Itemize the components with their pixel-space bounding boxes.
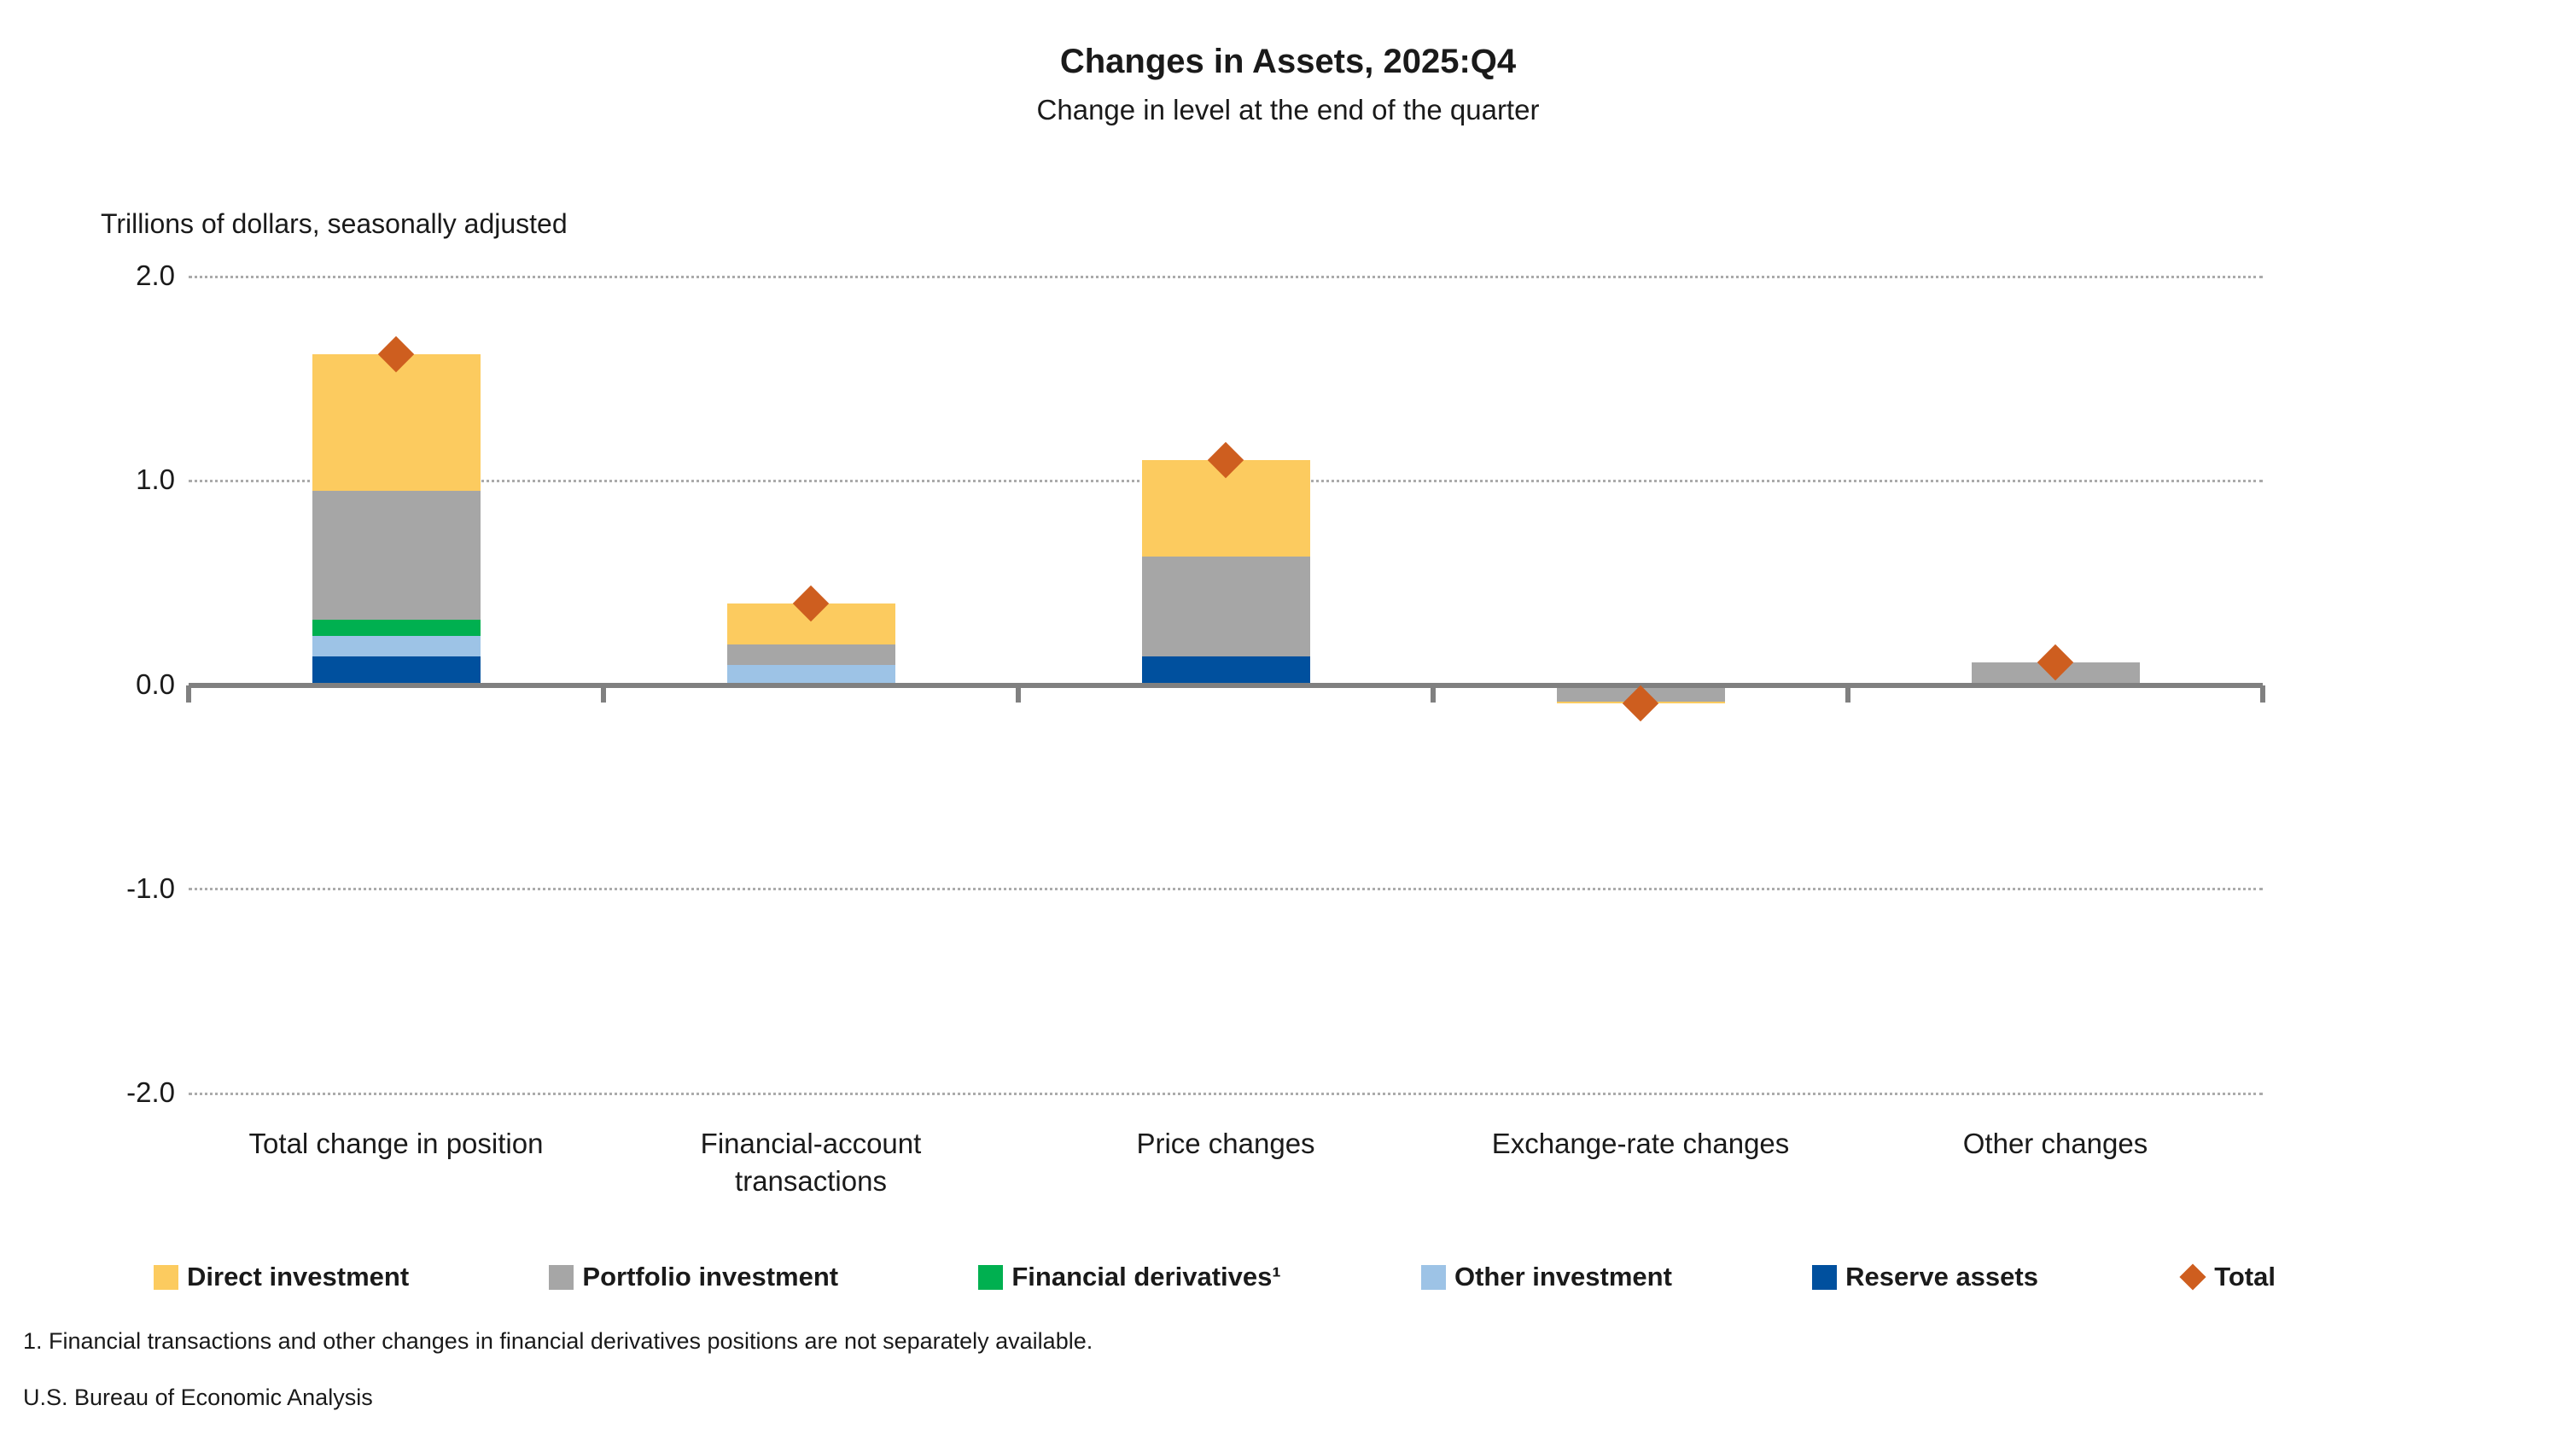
bar-segment xyxy=(1141,556,1310,656)
x-axis-category-labels: Total change in position Financial-accoun… xyxy=(189,1125,2263,1200)
legend-label: Financial derivatives¹ xyxy=(1011,1262,1281,1291)
legend-item: Total xyxy=(2178,1262,2276,1292)
legend-total-diamond-icon xyxy=(2178,1262,2207,1291)
x-category-label: Price changes xyxy=(1018,1125,1433,1200)
legend-swatch-icon xyxy=(1420,1264,1446,1290)
y-tick-label: 2.0 xyxy=(136,259,175,291)
legend-item: Direct investment xyxy=(154,1262,409,1292)
axis-tick xyxy=(1845,685,1850,703)
bar-segment xyxy=(312,491,481,620)
x-category-label-text: Exchange-rate changes xyxy=(1491,1128,1790,1159)
axis-tick xyxy=(1431,685,1436,703)
legend-item: Other investment xyxy=(1420,1262,1672,1292)
bar-segment xyxy=(1141,656,1310,685)
legend-item: Portfolio investment xyxy=(549,1262,838,1292)
legend-swatch-icon xyxy=(154,1264,178,1290)
x-category-label-text: Total change in position xyxy=(248,1128,544,1159)
legend-label: Reserve assets xyxy=(1845,1262,2038,1291)
legend-label: Other investment xyxy=(1454,1262,1672,1291)
x-category-label: Financial-account transactions xyxy=(603,1125,1018,1200)
legend: Direct investment Portfolio investment Fin… xyxy=(154,1262,2276,1292)
x-category-label-text: Financial-account transactions xyxy=(700,1128,922,1197)
x-category-label: Exchange-rate changes xyxy=(1433,1125,1848,1200)
legend-swatch-icon xyxy=(978,1264,1004,1290)
axis-tick xyxy=(601,685,606,703)
legend-swatch-icon xyxy=(1812,1264,1838,1290)
plot-area xyxy=(186,275,2265,1095)
axis-tick xyxy=(2260,685,2265,703)
bar-segment xyxy=(312,636,481,656)
x-category-label-text: Price changes xyxy=(1136,1128,1315,1159)
bar-segment xyxy=(312,656,481,685)
footnote: 1. Financial transactions and other chan… xyxy=(23,1328,1093,1354)
chart-subtitle: Change in level at the end of the quarte… xyxy=(1036,94,1540,125)
legend-swatch-icon xyxy=(549,1264,574,1290)
y-tick-label: 1.0 xyxy=(136,464,175,496)
legend-label: Total xyxy=(2214,1262,2276,1291)
bar-segment xyxy=(312,353,481,492)
y-tick-label: -2.0 xyxy=(126,1076,175,1108)
source-note: U.S. Bureau of Economic Analysis xyxy=(23,1385,373,1410)
y-gridline xyxy=(189,888,2263,891)
axis-tick xyxy=(186,685,191,703)
chart-title: Changes in Assets, 2025:Q4 xyxy=(1059,43,1517,80)
legend-item: Reserve assets xyxy=(1812,1262,2038,1292)
bar-segment xyxy=(312,619,481,637)
x-category-label: Other changes xyxy=(1848,1125,2263,1200)
x-category-label-text: Other changes xyxy=(1962,1128,2148,1159)
axis-units-label: Trillions of dollars, seasonally adjuste… xyxy=(101,208,568,239)
bar-segment xyxy=(726,644,895,665)
x-axis-line xyxy=(189,682,2263,688)
legend-item: Financial derivatives¹ xyxy=(978,1262,1281,1292)
axis-tick xyxy=(1016,685,1021,703)
diamond-icon xyxy=(2179,1263,2206,1291)
legend-label: Direct investment xyxy=(187,1262,410,1291)
y-tick-label: 0.0 xyxy=(136,668,175,700)
legend-label: Portfolio investment xyxy=(582,1262,839,1291)
y-tick-label: -1.0 xyxy=(126,872,175,904)
y-gridline xyxy=(189,275,2263,278)
bar-segment xyxy=(726,664,895,685)
y-gridline xyxy=(189,1092,2263,1095)
x-category-label: Total change in position xyxy=(189,1125,603,1200)
